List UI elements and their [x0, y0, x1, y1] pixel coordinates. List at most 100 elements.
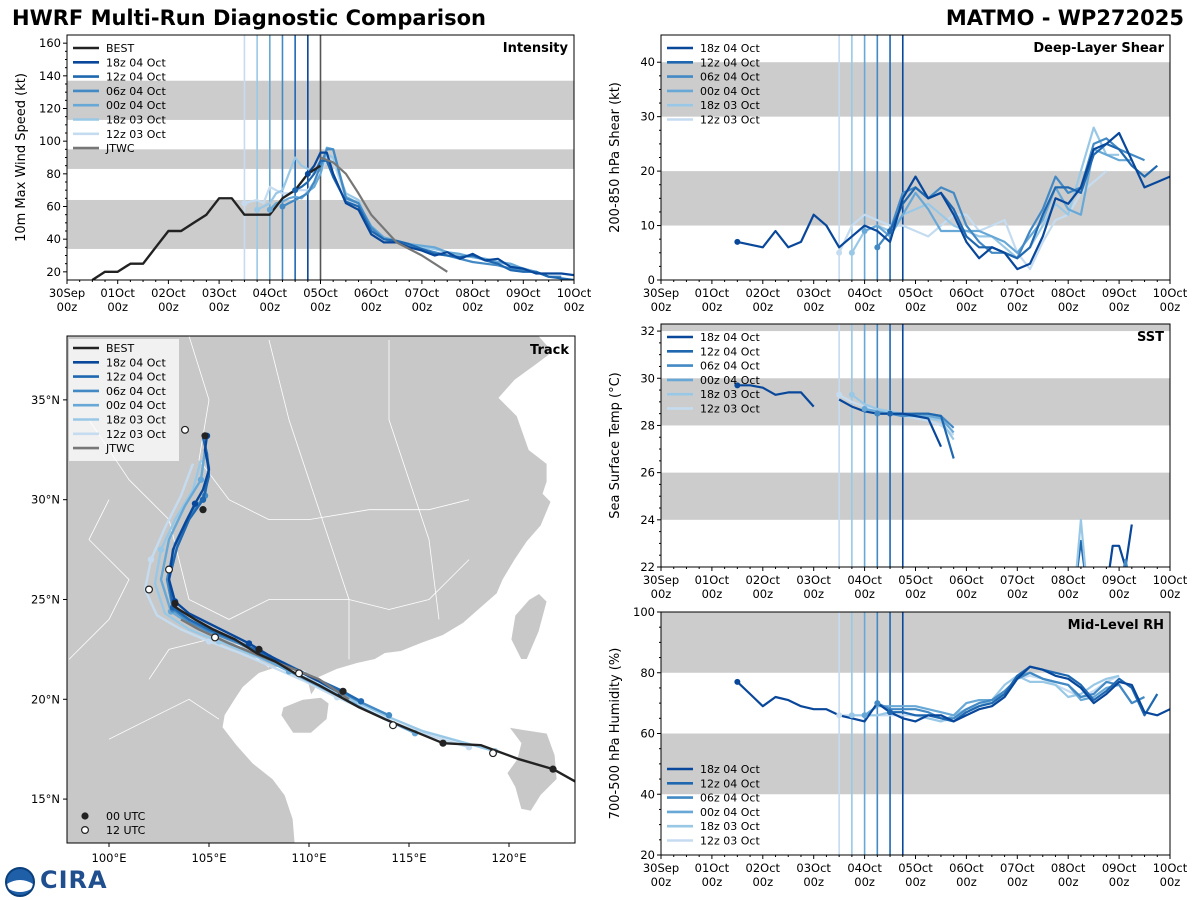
x-tick-date: 01Oct: [100, 286, 135, 300]
best-marker-00utc: [201, 432, 209, 440]
x-tick-hour: 00z: [752, 587, 773, 601]
best-marker-12utc: [489, 749, 498, 758]
province-boundary: [88, 419, 470, 620]
x-tick-hour: 00z: [462, 300, 483, 314]
init-marker: [304, 170, 311, 177]
x-tick-hour: 00z: [905, 587, 926, 601]
shaded-band: [661, 324, 1170, 332]
x-tick-date: 04Oct: [253, 286, 288, 300]
shaded-band: [661, 612, 1170, 673]
series-spike-18z-03-oct: [1075, 518, 1087, 567]
x-tick-hour: 00z: [803, 587, 824, 601]
x-tick-hour: 00z: [905, 875, 926, 889]
x-tick-date: 10Oct: [557, 286, 592, 300]
x-tick-date: 01Oct: [695, 573, 730, 587]
legend-label: 18z 03 Oct: [700, 388, 760, 401]
y-tick-label: 30: [640, 371, 655, 385]
legend-label: 00z 04 Oct: [106, 399, 166, 412]
series-line-18z-04-oct: [737, 131, 1170, 271]
x-tick-date: 10Oct: [1153, 861, 1188, 875]
y-tick-label: 60: [640, 727, 655, 741]
x-tick-date: 04Oct: [847, 861, 882, 875]
series-group: [734, 126, 1170, 271]
shaded-band: [661, 472, 1170, 520]
y-axis-label: 700-500 hPa Humidity (%): [608, 648, 623, 820]
y-axis-label: Sea Surface Temp (°C): [608, 372, 623, 519]
init-marker: [848, 712, 855, 719]
series-line-00z-04-oct: [864, 148, 1132, 254]
legend-label: 06z 04 Oct: [700, 71, 760, 84]
y-tick-label: 80: [46, 167, 61, 181]
y-tick-label: 80: [640, 666, 655, 680]
y-tick-label: 20: [46, 265, 61, 279]
x-tick-hour: 00z: [1007, 300, 1028, 314]
cira-logo-text: CIRA: [40, 866, 108, 894]
legend-label: 00z 04 Oct: [700, 374, 760, 387]
x-tick-date: 09Oct: [1102, 861, 1137, 875]
x-tick-date: 30Sep: [49, 286, 85, 300]
series-group: [734, 382, 1133, 567]
x-tick-hour: 00z: [107, 300, 128, 314]
legend-label: 06z 04 Oct: [106, 85, 166, 98]
panel-mid-level-rh: 2040608010030Sep00z01Oct00z02Oct00z03Oct…: [608, 605, 1188, 889]
x-tick-date: 30Sep: [643, 861, 679, 875]
x-tick-hour: 00z: [956, 300, 977, 314]
lon-tick-label: 105°E: [192, 851, 227, 865]
x-tick-date: 06Oct: [949, 286, 984, 300]
x-tick-date: 05Oct: [303, 286, 338, 300]
x-tick-hour: 00z: [1109, 587, 1130, 601]
x-tick-date: 02Oct: [746, 286, 781, 300]
series-spike-06z-04-oct: [1122, 558, 1129, 567]
x-tick-date: 03Oct: [796, 286, 831, 300]
x-tick-date: 02Oct: [746, 861, 781, 875]
x-tick-hour: 00z: [564, 300, 585, 314]
legend-label: 18z 04 Oct: [700, 331, 760, 344]
y-tick-label: 20: [640, 164, 655, 178]
x-tick-date: 03Oct: [796, 861, 831, 875]
best-marker-12utc: [295, 669, 304, 678]
x-tick-hour: 00z: [651, 300, 672, 314]
series-line-00z-04-oct: [863, 671, 1133, 717]
track-point: [205, 638, 213, 645]
lon-tick-label: 115°E: [392, 851, 427, 865]
panel-intensity: 2040608010012014016030Sep00z01Oct00z02Oc…: [14, 34, 592, 314]
x-tick-hour: 00z: [651, 875, 672, 889]
x-tick-date: 03Oct: [202, 286, 237, 300]
legend-label: 18z 04 Oct: [700, 42, 760, 55]
x-tick-hour: 00z: [310, 300, 331, 314]
x-tick-date: 06Oct: [949, 573, 984, 587]
init-marker: [861, 405, 868, 412]
legend-label: 18z 04 Oct: [106, 356, 166, 369]
y-tick-label: 40: [640, 55, 655, 69]
track-point: [199, 496, 207, 503]
x-tick-hour: 00z: [1007, 875, 1028, 889]
y-tick-label: 22: [640, 560, 655, 574]
legend-label: 12z 03 Oct: [700, 835, 760, 848]
x-tick-hour: 00z: [1058, 587, 1079, 601]
x-tick-hour: 00z: [803, 300, 824, 314]
legend-label: JTWC: [105, 442, 135, 455]
x-tick-hour: 00z: [412, 300, 433, 314]
best-marker-00utc: [339, 687, 347, 695]
lat-tick-label: 30°N: [31, 493, 60, 507]
lon-tick-label: 100°E: [92, 851, 127, 865]
y-tick-label: 10: [640, 219, 655, 233]
province-boundary: [188, 336, 470, 520]
x-tick-date: 30Sep: [643, 286, 679, 300]
land-mass: [67, 336, 554, 843]
shaded-band: [661, 171, 1170, 226]
page-title: HWRF Multi-Run Diagnostic Comparison: [12, 6, 487, 30]
best-marker-00utc: [171, 599, 179, 608]
panel-title: Track: [530, 343, 569, 358]
best-marker-00utc: [199, 506, 207, 514]
legend-label: 12 UTC: [106, 824, 146, 837]
storm-id-title: MATMO - WP272025: [945, 6, 1184, 30]
x-tick-hour: 00z: [752, 300, 773, 314]
x-tick-date: 02Oct: [151, 286, 186, 300]
series-spike-18z-04-oct: [1108, 524, 1133, 567]
legend-label: 12z 03 Oct: [106, 428, 166, 441]
y-tick-label: 40: [46, 232, 61, 246]
panel-deep-layer-shear: 01020304030Sep00z01Oct00z02Oct00z03Oct00…: [608, 34, 1188, 314]
legend-label: 06z 04 Oct: [106, 385, 166, 398]
init-marker: [861, 712, 868, 719]
